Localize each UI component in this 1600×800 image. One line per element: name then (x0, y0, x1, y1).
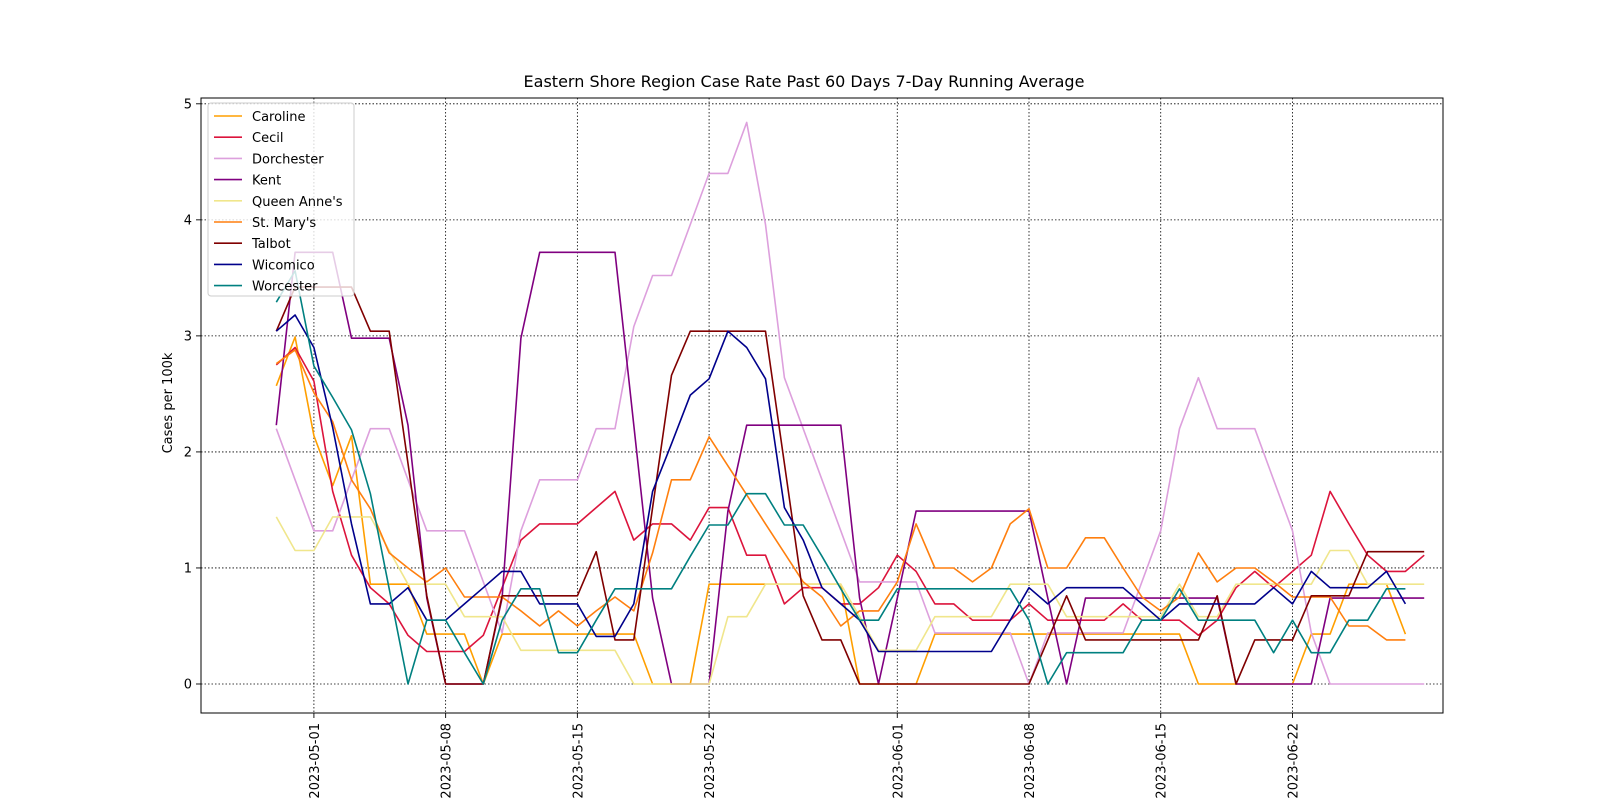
x-tick-label: 2023-06-15 (1155, 723, 1170, 799)
legend-label: Talbot (251, 237, 291, 252)
x-tick-label: 2023-05-08 (440, 723, 455, 799)
y-tick-label: 2 (184, 445, 192, 460)
y-tick-label: 5 (184, 97, 192, 112)
legend-label: St. Mary's (252, 216, 316, 231)
series-line-st-mary-s (275, 348, 1406, 641)
x-tick-label: 2023-06-22 (1286, 723, 1301, 799)
x-tick-label: 2023-05-22 (703, 723, 718, 799)
y-tick-label: 0 (184, 677, 192, 692)
legend-label: Cecil (252, 131, 283, 146)
y-axis-ticks: 0 1 2 3 4 5 (184, 97, 201, 692)
legend-label: Caroline (252, 110, 306, 125)
series-line-wicomico (275, 314, 1407, 653)
legend: Caroline Cecil Dorchester Kent Queen Anne's S… (207, 102, 355, 297)
grid-lines (201, 98, 1443, 713)
x-tick-label: 2023-06-01 (891, 723, 906, 799)
series-line-talbot (275, 286, 1425, 685)
y-tick-label: 4 (184, 213, 192, 228)
legend-label: Kent (252, 174, 281, 189)
plot-frame (200, 97, 1444, 714)
y-tick-label: 3 (184, 329, 192, 344)
legend-box (207, 102, 355, 297)
legend-label: Worcester (252, 280, 318, 295)
y-tick-label: 1 (184, 561, 192, 576)
x-tick-label: 2023-05-01 (308, 723, 323, 799)
legend-label: Queen Anne's (252, 195, 343, 210)
series-lines (275, 121, 1425, 685)
legend-label: Dorchester (252, 152, 324, 167)
series-line-dorchester (275, 121, 1425, 685)
x-tick-label: 2023-06-08 (1023, 723, 1038, 799)
y-axis-label: Cases per 100k (161, 352, 176, 453)
x-tick-label: 2023-05-15 (571, 723, 586, 799)
x-axis-ticks: 2023-05-01 2023-05-08 2023-05-15 2023-05-22… (308, 713, 1301, 799)
legend-label: Wicomico (252, 258, 315, 273)
series-line-worcester (275, 270, 1406, 685)
chart-title: Eastern Shore Region Case Rate Past 60 D… (524, 72, 1085, 91)
series-line-queen-anne-s (275, 516, 1425, 685)
